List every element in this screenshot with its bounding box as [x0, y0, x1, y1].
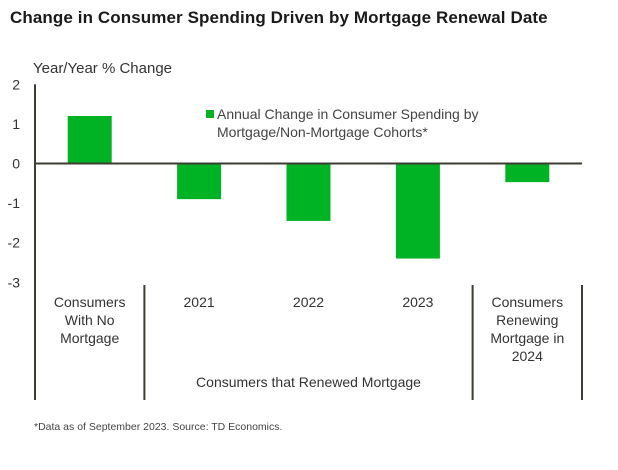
bar-4	[505, 163, 550, 183]
chart-title: Change in Consumer Spending Driven by Mo…	[10, 8, 548, 27]
category-label: Mortgage	[60, 330, 119, 346]
bar-2	[286, 163, 331, 221]
y-tick-label: -2	[8, 235, 21, 251]
category-label: Renewing	[496, 312, 558, 328]
y-tick-label: 1	[12, 116, 20, 132]
bar-0	[67, 115, 112, 164]
y-tick-label: -1	[8, 195, 21, 211]
legend-line-1: Annual Change in Consumer Spending by	[206, 105, 479, 123]
legend: Annual Change in Consumer Spending by Mo…	[206, 105, 479, 141]
legend-line-2: Mortgage/Non-Mortgage Cohorts*	[206, 123, 479, 141]
y-tick-label: -3	[8, 274, 21, 290]
category-label: 2023	[402, 294, 433, 310]
bar-3	[395, 163, 440, 259]
legend-swatch	[206, 110, 214, 118]
category-label: 2024	[512, 348, 543, 364]
category-label: 2021	[184, 294, 215, 310]
legend-text-2: Mortgage/Non-Mortgage Cohorts*	[217, 124, 428, 140]
bar-1	[177, 163, 222, 200]
category-label: 2022	[293, 294, 324, 310]
footnote: *Data as of September 2023. Source: TD E…	[34, 421, 283, 433]
category-label: Consumers	[492, 294, 564, 310]
category-label: With No	[65, 312, 115, 328]
y-tick-label: 0	[12, 156, 20, 172]
category-label: Mortgage in	[490, 330, 564, 346]
y-axis-label: Year/Year % Change	[33, 60, 172, 77]
legend-text-1: Annual Change in Consumer Spending by	[217, 106, 479, 122]
category-label: Consumers	[54, 294, 126, 310]
y-tick-label: 2	[12, 76, 20, 92]
group-label: Consumers that Renewed Mortgage	[196, 374, 421, 390]
